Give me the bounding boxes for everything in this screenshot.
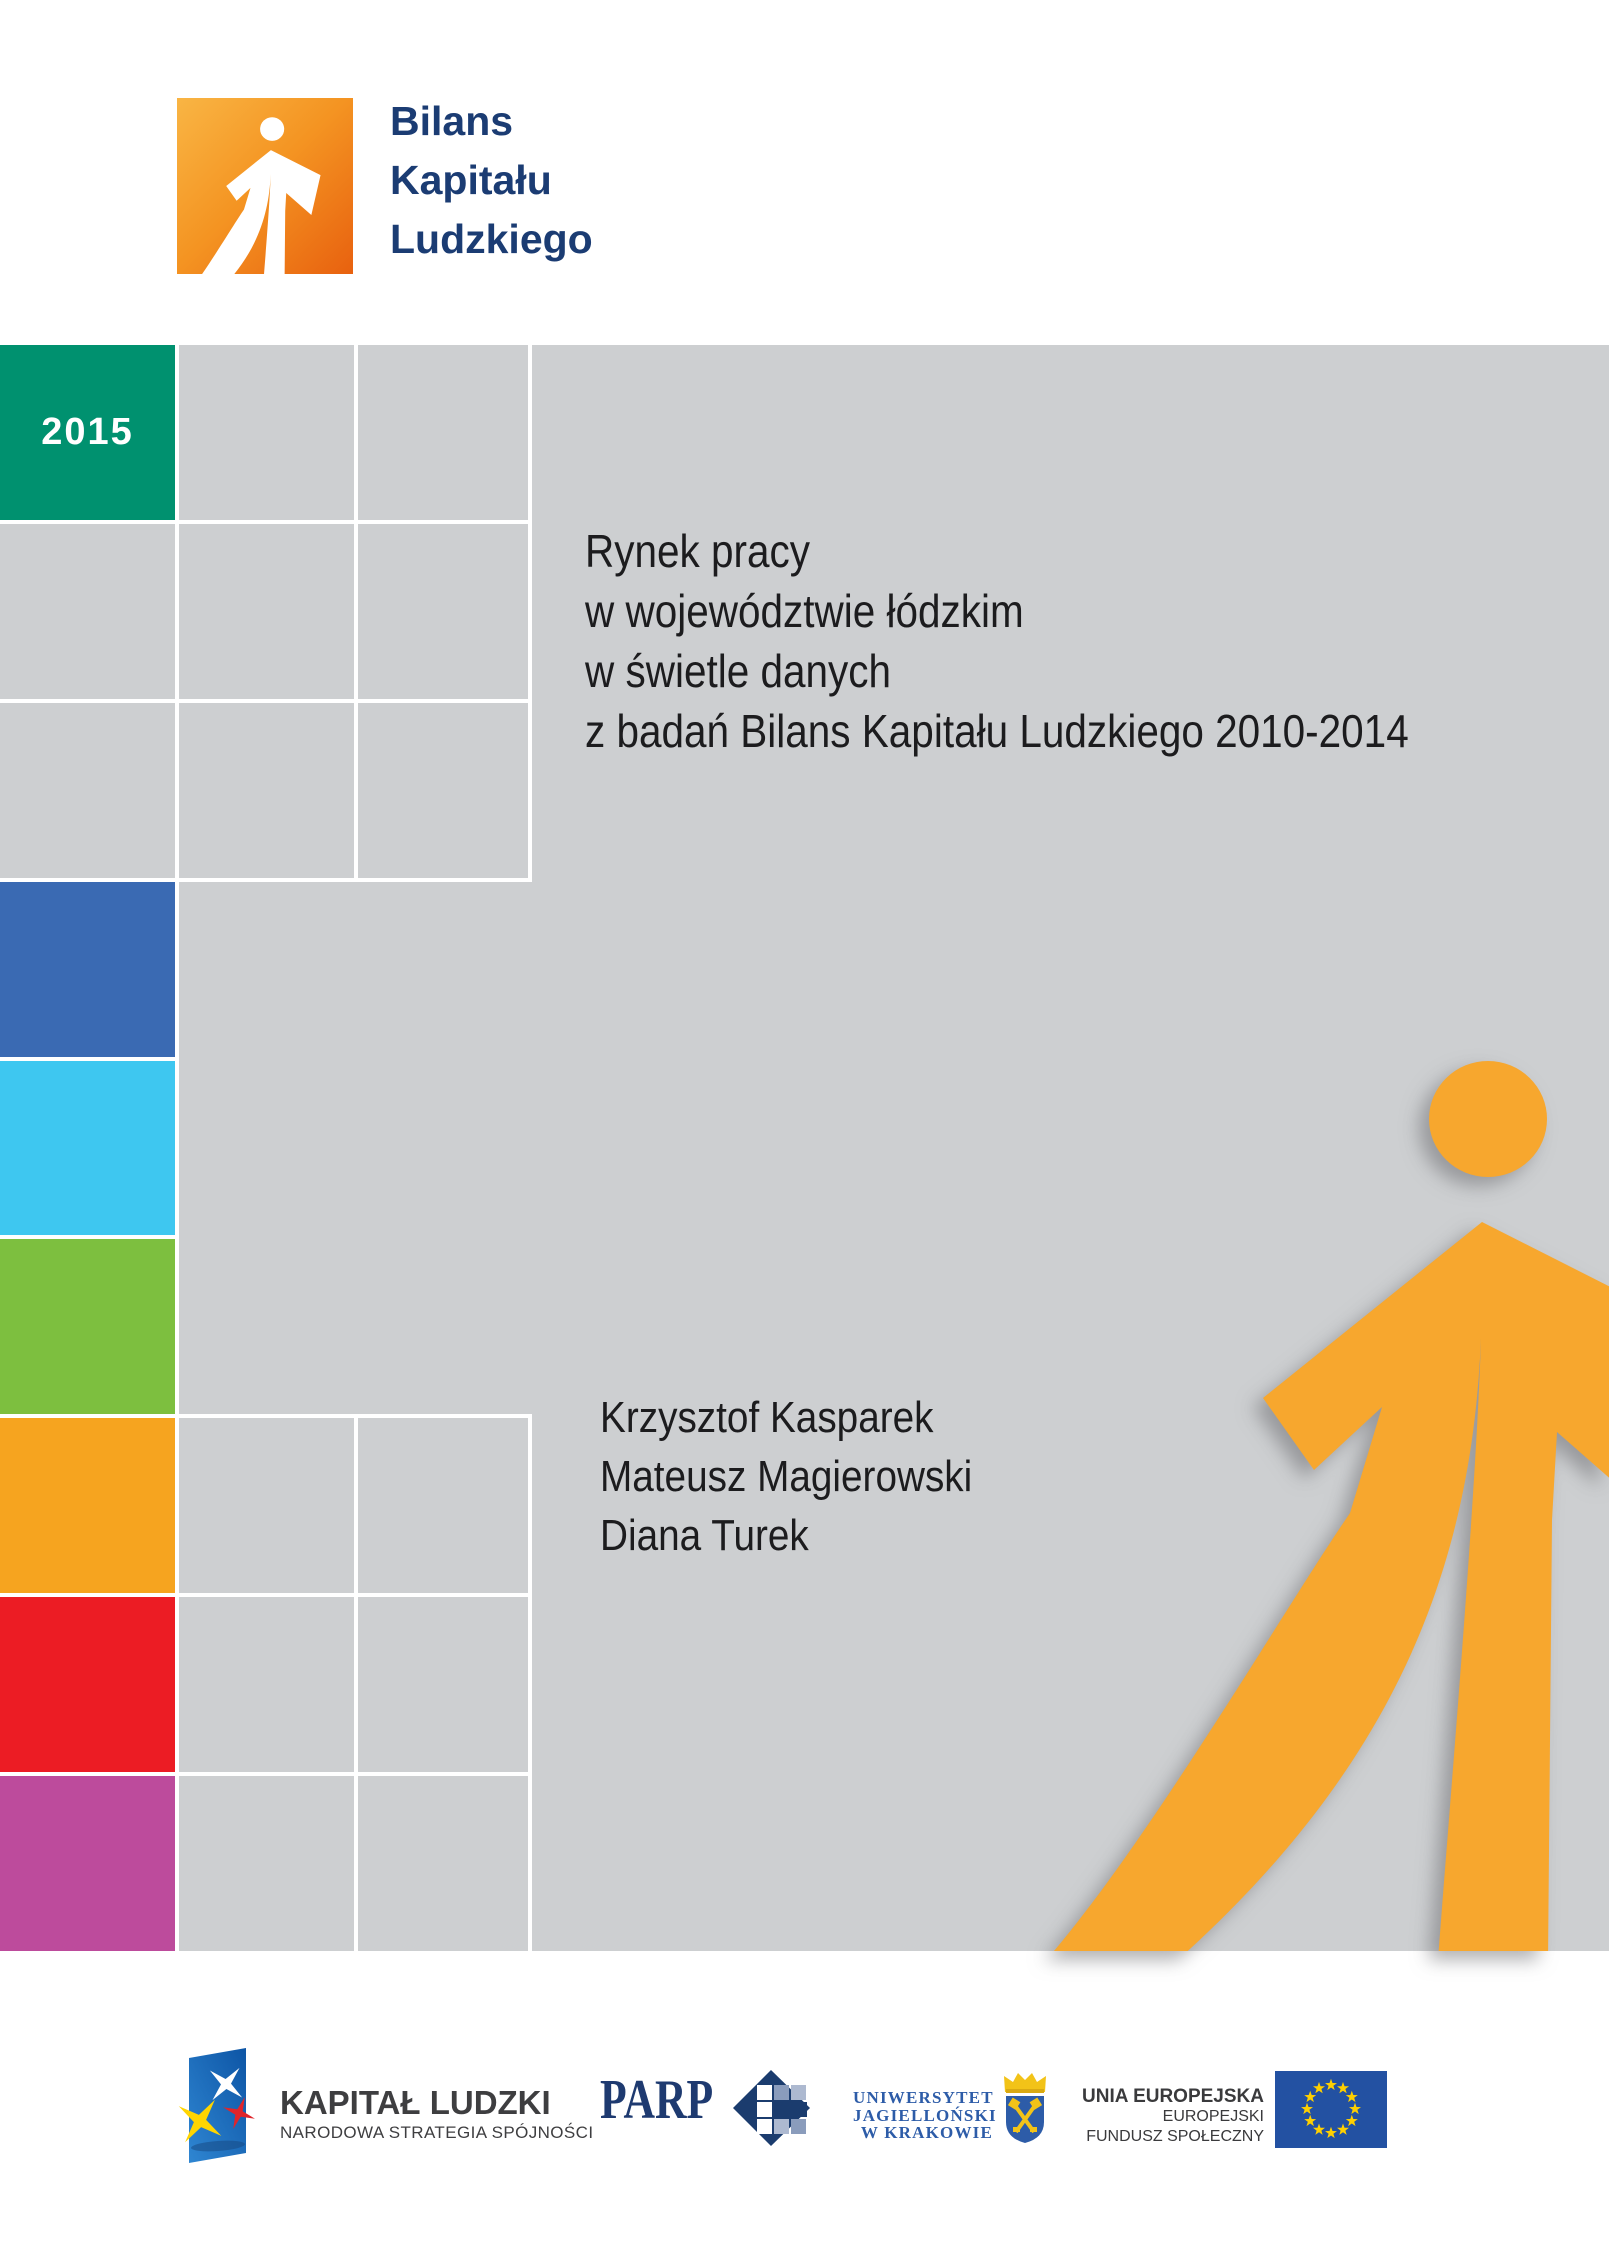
grid-cell-cyan xyxy=(0,1060,175,1236)
grid-cell-gray xyxy=(358,702,528,878)
grid-cell-gray xyxy=(0,523,175,699)
grid-cell-gray xyxy=(179,702,354,878)
uj-crest-icon xyxy=(1004,2073,1046,2143)
brand-line: Kapitału xyxy=(390,157,552,203)
grid-cell-teal: 2015 xyxy=(0,345,175,520)
bkl-logo xyxy=(177,98,353,274)
uj-line: UNIWERSYTET xyxy=(853,2088,994,2107)
title-line: w świetle danych xyxy=(585,645,891,697)
cover-main-panel: Rynek pracy w województwie łódzkim w świ… xyxy=(532,345,1609,1951)
eu-star-icon xyxy=(1345,2090,1358,2103)
grid-cell-gray xyxy=(358,1597,528,1773)
kl-star-icon xyxy=(178,2099,222,2143)
grid-cell-gray xyxy=(358,523,528,699)
bkl-logo-wordmark: Bilans Kapitału Ludzkiego xyxy=(390,92,593,269)
eu-star-icon xyxy=(1313,2081,1325,2094)
eu-line: UNIA EUROPEJSKA xyxy=(1082,2086,1264,2107)
grid-merged-cell xyxy=(179,881,536,1415)
eu-star-icon xyxy=(1337,2123,1349,2135)
grid-cell-gray xyxy=(358,345,528,520)
eu-star-icon xyxy=(1349,2102,1361,2115)
grid-cell-gray xyxy=(0,702,175,878)
eu-star-icon xyxy=(1313,2123,1325,2135)
parp-diamond-icon xyxy=(733,2070,810,2146)
eu-star-icon xyxy=(1301,2102,1313,2115)
title-line: Rynek pracy xyxy=(585,525,810,577)
parp-wordmark: PARP xyxy=(600,2069,714,2131)
eu-star-icon xyxy=(1304,2114,1317,2127)
title-line: z badań Bilans Kapitału Ludzkiego 2010-2… xyxy=(585,705,1409,757)
grid-cell-blue xyxy=(0,881,175,1057)
eu-line: EUROPEJSKI xyxy=(1162,2108,1264,2125)
grid-cell-orange xyxy=(0,1418,175,1594)
grid-cell-gray xyxy=(179,1418,354,1594)
grid-cell-gray xyxy=(179,345,354,520)
eu-star-icon xyxy=(1304,2090,1317,2103)
mosaic-grid: 2015 xyxy=(0,345,536,1951)
grid-cell-magenta xyxy=(0,1776,175,1951)
brand-line: Ludzkiego xyxy=(390,216,593,262)
uj-line: JAGIELLOŃSKI xyxy=(853,2105,997,2125)
brand-line: Bilans xyxy=(390,98,514,144)
report-title: Rynek pracy w województwie łódzkim w świ… xyxy=(585,521,1409,761)
author-name: Mateusz Magierowski xyxy=(600,1452,973,1501)
bkl-brand-header: Bilans Kapitału Ludzkiego xyxy=(177,98,593,274)
grid-cell-gray xyxy=(358,1776,528,1951)
grid-cell-gray xyxy=(179,523,354,699)
grid-cell-red xyxy=(0,1597,175,1773)
kl-star-icon xyxy=(223,2097,255,2129)
kapital-ludzki-flag-icon xyxy=(178,2048,255,2163)
year-badge: 2015 xyxy=(41,410,134,453)
eu-star-icon xyxy=(1337,2081,1349,2094)
author-name: Krzysztof Kasparek xyxy=(600,1393,934,1442)
grid-cell-gray xyxy=(358,1418,528,1594)
kapital-ludzki-subtitle: NARODOWA STRATEGIA SPÓJNOŚCI xyxy=(280,2123,594,2142)
authors-list: Krzysztof Kasparek Mateusz Magierowski D… xyxy=(600,1388,972,1565)
eu-flag-icon xyxy=(1275,2071,1387,2148)
kl-star-icon xyxy=(209,2067,243,2101)
author-name: Diana Turek xyxy=(600,1511,809,1560)
eu-logo-text: UNIA EUROPEJSKA EUROPEJSKI FUNDUSZ SPOŁE… xyxy=(1074,2087,1264,2147)
eu-star-icon xyxy=(1345,2114,1358,2127)
grid-cell-gray xyxy=(179,1776,354,1951)
eu-star-icon xyxy=(1325,2078,1337,2091)
eu-line: FUNDUSZ SPOŁECZNY xyxy=(1086,2128,1264,2145)
kapital-ludzki-title: KAPITAŁ LUDZKI xyxy=(280,2084,551,2121)
uj-logo-text: UNIWERSYTET JAGIELLOŃSKI W KRAKOWIE xyxy=(853,2088,997,2142)
eu-star-icon xyxy=(1325,2126,1337,2139)
title-line: w województwie łódzkim xyxy=(585,585,1024,637)
grid-cell-lime xyxy=(0,1239,175,1415)
grid-cell-gray xyxy=(179,1597,354,1773)
kapital-ludzki-logo: KAPITAŁ LUDZKI NARODOWA STRATEGIA SPÓJNO… xyxy=(280,2086,593,2143)
uj-line: W KRAKOWIE xyxy=(860,2123,993,2142)
